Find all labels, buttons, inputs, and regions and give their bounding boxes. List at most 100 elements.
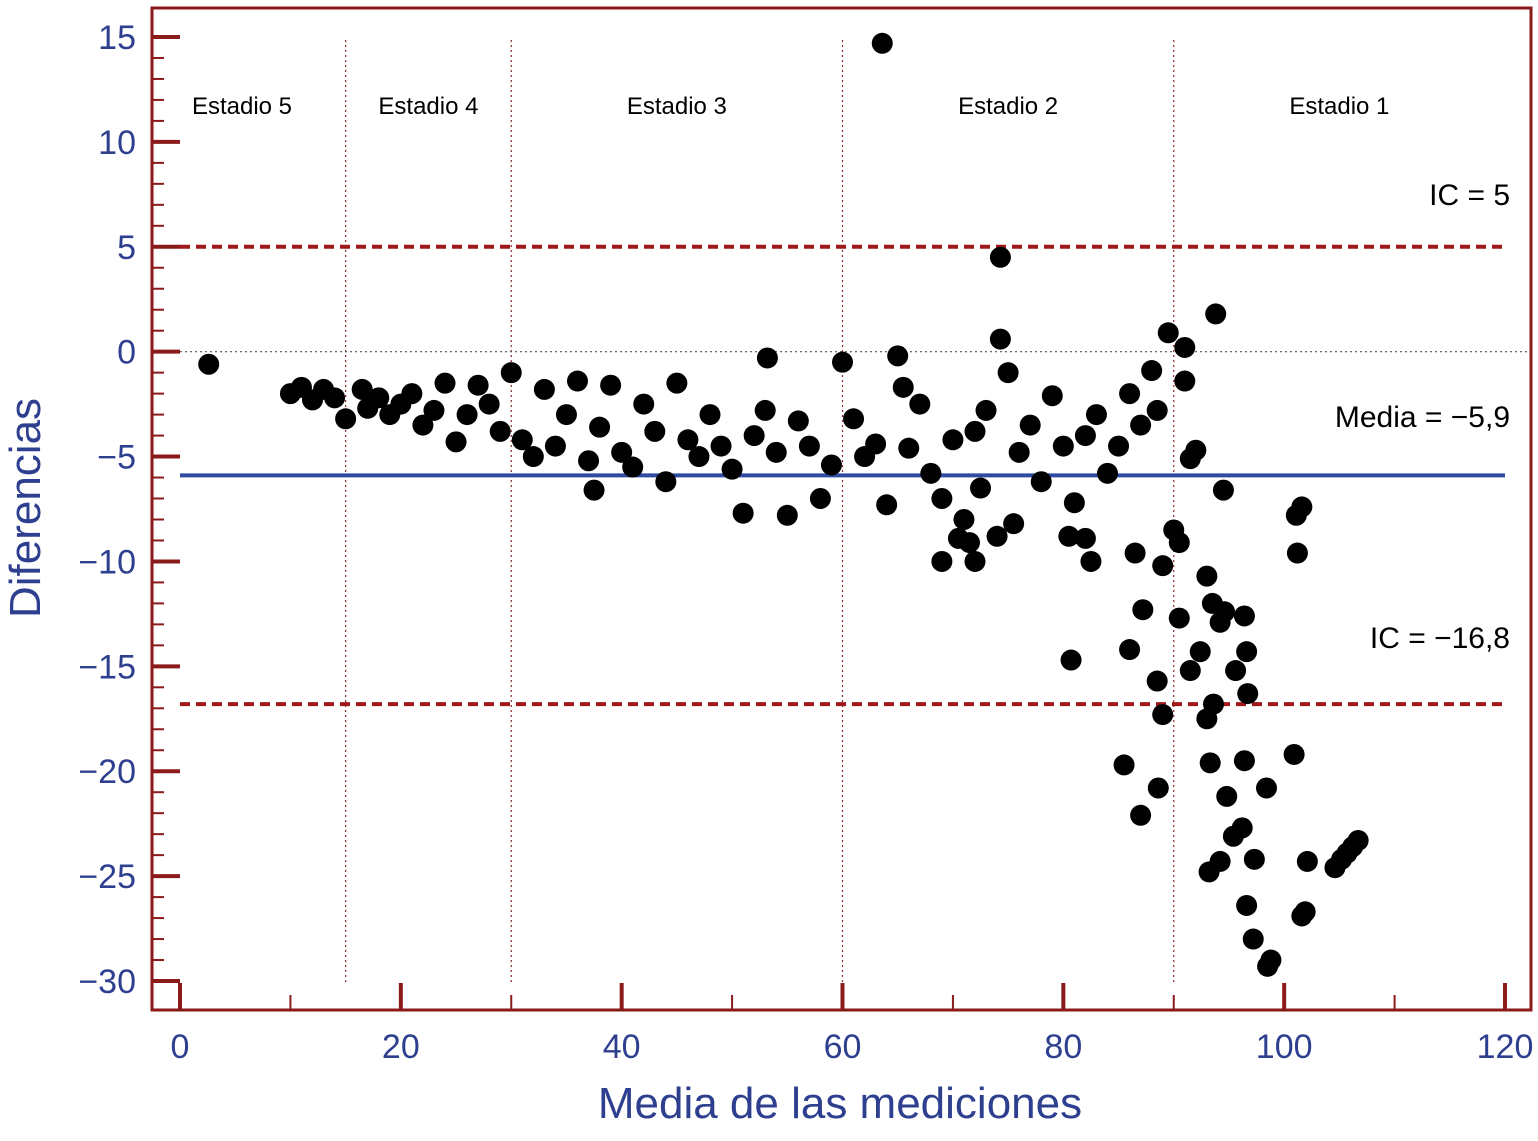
data-point bbox=[467, 374, 489, 396]
data-point bbox=[1097, 462, 1118, 484]
data-point bbox=[909, 393, 931, 415]
data-point bbox=[1286, 542, 1308, 564]
y-tick-label: −5 bbox=[97, 439, 136, 477]
data-point bbox=[1237, 683, 1259, 705]
data-point bbox=[1030, 471, 1052, 493]
data-point bbox=[1008, 441, 1030, 463]
y-tick-label: 5 bbox=[117, 229, 136, 267]
data-point bbox=[920, 462, 942, 484]
data-point bbox=[997, 362, 1019, 384]
data-point bbox=[1147, 777, 1169, 799]
data-point bbox=[887, 345, 909, 367]
data-point bbox=[1124, 542, 1146, 564]
data-point bbox=[699, 404, 721, 426]
data-point bbox=[809, 488, 831, 510]
data-point bbox=[478, 393, 500, 415]
data-point bbox=[876, 494, 898, 516]
data-point bbox=[1225, 660, 1247, 682]
data-point bbox=[666, 372, 688, 394]
data-point bbox=[832, 351, 853, 373]
data-point bbox=[798, 435, 820, 457]
y-tick-label: −25 bbox=[78, 858, 136, 896]
data-point bbox=[589, 416, 611, 438]
data-point bbox=[1179, 660, 1201, 682]
x-tick-label: 120 bbox=[1477, 1028, 1534, 1066]
data-point bbox=[1130, 414, 1152, 436]
x-tick-label: 20 bbox=[382, 1028, 420, 1066]
data-point bbox=[1294, 901, 1316, 923]
data-point bbox=[1108, 435, 1130, 457]
data-point bbox=[1296, 850, 1318, 872]
x-axis-title: Media de las mediciones bbox=[598, 1079, 1082, 1128]
data-point bbox=[423, 399, 445, 421]
data-point bbox=[1214, 601, 1236, 623]
data-point bbox=[644, 420, 666, 442]
data-point bbox=[1260, 949, 1282, 971]
data-point bbox=[1168, 607, 1190, 629]
data-point bbox=[1019, 414, 1041, 436]
y-axis-title: Diferencias bbox=[1, 398, 50, 618]
data-point bbox=[533, 378, 555, 400]
data-point bbox=[1236, 894, 1258, 916]
data-point bbox=[1212, 479, 1234, 501]
data-point bbox=[1205, 303, 1227, 325]
y-tick-label: 0 bbox=[117, 334, 136, 372]
y-tick-label: 10 bbox=[98, 124, 136, 162]
data-point bbox=[1146, 670, 1168, 692]
reference-annotation: IC = 5 bbox=[1429, 179, 1510, 212]
data-point bbox=[865, 433, 887, 455]
data-point bbox=[335, 408, 357, 430]
axis-ticks bbox=[152, 35, 1507, 1010]
data-point bbox=[522, 446, 544, 468]
data-point bbox=[688, 446, 710, 468]
data-point bbox=[989, 328, 1011, 350]
stage-label: Estadio 1 bbox=[1289, 93, 1389, 120]
data-point bbox=[1074, 527, 1096, 549]
data-point bbox=[1185, 439, 1207, 461]
data-point bbox=[1052, 435, 1074, 457]
data-point bbox=[710, 435, 732, 457]
data-point bbox=[1216, 785, 1238, 807]
data-point bbox=[743, 425, 765, 447]
data-point bbox=[871, 32, 893, 54]
data-point bbox=[1189, 641, 1211, 663]
data-point bbox=[1199, 752, 1221, 774]
data-point bbox=[953, 508, 975, 530]
data-point bbox=[622, 456, 644, 478]
data-point bbox=[198, 353, 220, 375]
data-point bbox=[583, 479, 605, 501]
data-point bbox=[1347, 829, 1369, 851]
y-tick-label: −20 bbox=[78, 753, 136, 791]
x-tick-label: 80 bbox=[1044, 1028, 1082, 1066]
data-point bbox=[1074, 425, 1096, 447]
reference-lines bbox=[180, 244, 1531, 707]
data-point bbox=[511, 429, 533, 451]
data-point bbox=[489, 420, 511, 442]
data-point bbox=[1291, 496, 1313, 518]
data-point bbox=[1174, 336, 1196, 358]
data-point bbox=[567, 370, 588, 392]
data-point bbox=[434, 372, 456, 394]
data-point bbox=[1003, 513, 1025, 535]
data-point bbox=[964, 420, 986, 442]
y-tick-label: −30 bbox=[78, 963, 136, 1001]
data-point bbox=[412, 414, 434, 436]
x-tick-label: 40 bbox=[603, 1028, 641, 1066]
data-point bbox=[351, 378, 373, 400]
data-point bbox=[1132, 599, 1154, 621]
reference-annotation: IC = −16,8 bbox=[1370, 622, 1510, 655]
data-point bbox=[931, 488, 953, 510]
data-point bbox=[1174, 370, 1196, 392]
data-point bbox=[1242, 928, 1264, 950]
data-point bbox=[756, 347, 778, 369]
data-point bbox=[931, 550, 953, 572]
data-point bbox=[1141, 360, 1163, 382]
data-point bbox=[1119, 383, 1141, 405]
data-point bbox=[655, 471, 677, 493]
data-point bbox=[970, 477, 992, 499]
data-point bbox=[1236, 641, 1258, 663]
data-point bbox=[1233, 750, 1255, 772]
stage-boundaries bbox=[345, 40, 1175, 983]
